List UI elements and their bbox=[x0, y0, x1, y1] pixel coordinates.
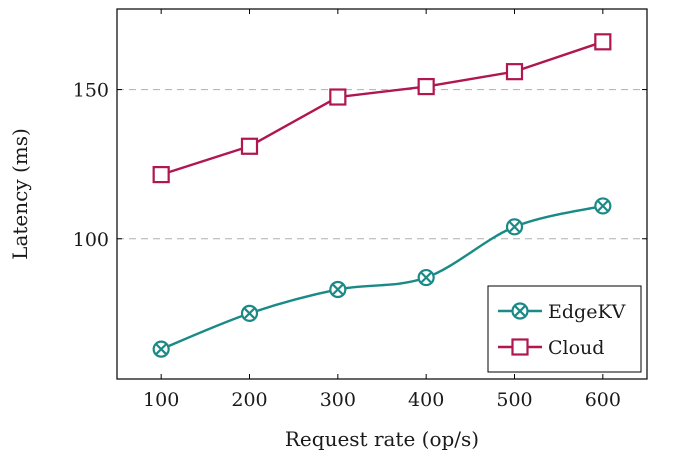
y-tick-label: 100 bbox=[73, 229, 109, 251]
data-point-edgekv-200 bbox=[240, 304, 259, 322]
x-tick-label: 300 bbox=[320, 389, 356, 411]
data-point-cloud-400 bbox=[417, 77, 435, 96]
grid-lines bbox=[117, 89, 647, 240]
x-tick-label: 100 bbox=[143, 389, 179, 411]
data-point-cloud-300 bbox=[329, 88, 347, 106]
x-tick-label: 600 bbox=[585, 389, 621, 411]
y-tick-label: 150 bbox=[73, 80, 109, 102]
legend-box bbox=[487, 285, 642, 373]
data-point-edgekv-500-cross-b bbox=[508, 220, 521, 233]
x-tick-label: 200 bbox=[231, 389, 267, 411]
data-point-edgekv-400 bbox=[417, 268, 435, 287]
x-tick-label: 500 bbox=[496, 389, 532, 411]
data-point-edgekv-300 bbox=[329, 280, 347, 299]
legend-label-cloud: Cloud bbox=[548, 337, 604, 359]
legend-marker-edgekv-cross-b bbox=[513, 304, 527, 318]
y-axis-title: Latency (ms) bbox=[8, 128, 32, 260]
axis-ticks: 100 150 100 200 300 400 500 600 bbox=[73, 9, 647, 411]
data-point-edgekv-300-cross-b bbox=[331, 283, 344, 296]
data-point-cloud-500 bbox=[505, 63, 524, 81]
legend-marker-cloud bbox=[511, 338, 529, 356]
data-point-edgekv-600 bbox=[594, 197, 612, 215]
x-tick-label: 400 bbox=[408, 389, 444, 411]
data-point-cloud-100 bbox=[152, 166, 170, 184]
data-point-edgekv-400-cross-b bbox=[420, 271, 433, 284]
data-point-cloud-600 bbox=[594, 33, 612, 51]
data-point-edgekv-500 bbox=[505, 218, 524, 236]
series-line-cloud bbox=[160, 40, 604, 176]
data-point-cloud-200 bbox=[240, 137, 259, 155]
data-point-edgekv-200-cross-b bbox=[243, 307, 256, 320]
legend-marker-edgekv bbox=[511, 302, 529, 320]
legend: EdgeKV Cloud bbox=[487, 285, 642, 373]
series-lines bbox=[152, 33, 612, 358]
data-point-edgekv-100 bbox=[152, 340, 170, 358]
data-point-edgekv-100-cross-b bbox=[155, 343, 168, 356]
plot-frame bbox=[116, 8, 648, 380]
data-point-edgekv-600-cross-b bbox=[596, 199, 609, 213]
legend-label-edgekv: EdgeKV bbox=[548, 301, 626, 323]
x-axis-title: Request rate (op/s) bbox=[285, 427, 479, 451]
